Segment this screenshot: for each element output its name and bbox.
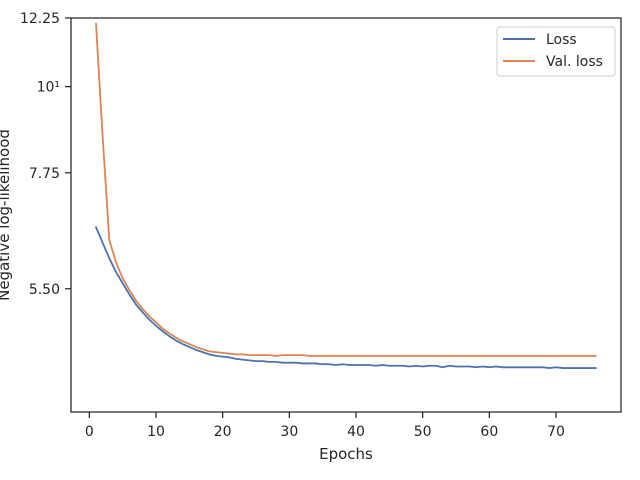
x-tick-label: 30 xyxy=(280,424,298,440)
legend: Loss Val. loss xyxy=(496,26,616,77)
y-axis-label: Negative log-likelihood xyxy=(0,129,13,301)
series-line-loss xyxy=(95,226,597,369)
tick-layer: 0 10 20 30 40 50 60 70 5.50 7.75 10¹ 12.25 xyxy=(20,11,565,440)
x-tick-label: 70 xyxy=(547,424,565,440)
y-tick-label: 5.50 xyxy=(29,282,60,298)
x-axis-label: Epochs xyxy=(319,445,373,463)
y-tick-label: 10¹ xyxy=(37,80,60,96)
y-tick-label: 12.25 xyxy=(20,11,60,27)
x-tick-label: 40 xyxy=(347,424,365,440)
series-line-val-loss xyxy=(95,22,597,357)
plot-frame xyxy=(70,17,622,413)
legend-label-val-loss: Val. loss xyxy=(546,54,603,70)
series-layer xyxy=(95,22,597,369)
x-tick-label: 10 xyxy=(147,424,165,440)
legend-label-loss: Loss xyxy=(546,32,577,48)
x-tick-label: 50 xyxy=(414,424,432,440)
x-tick-label: 0 xyxy=(85,424,94,440)
y-tick-label: 7.75 xyxy=(29,166,60,182)
x-tick-label: 60 xyxy=(480,424,498,440)
x-tick-label: 20 xyxy=(214,424,232,440)
